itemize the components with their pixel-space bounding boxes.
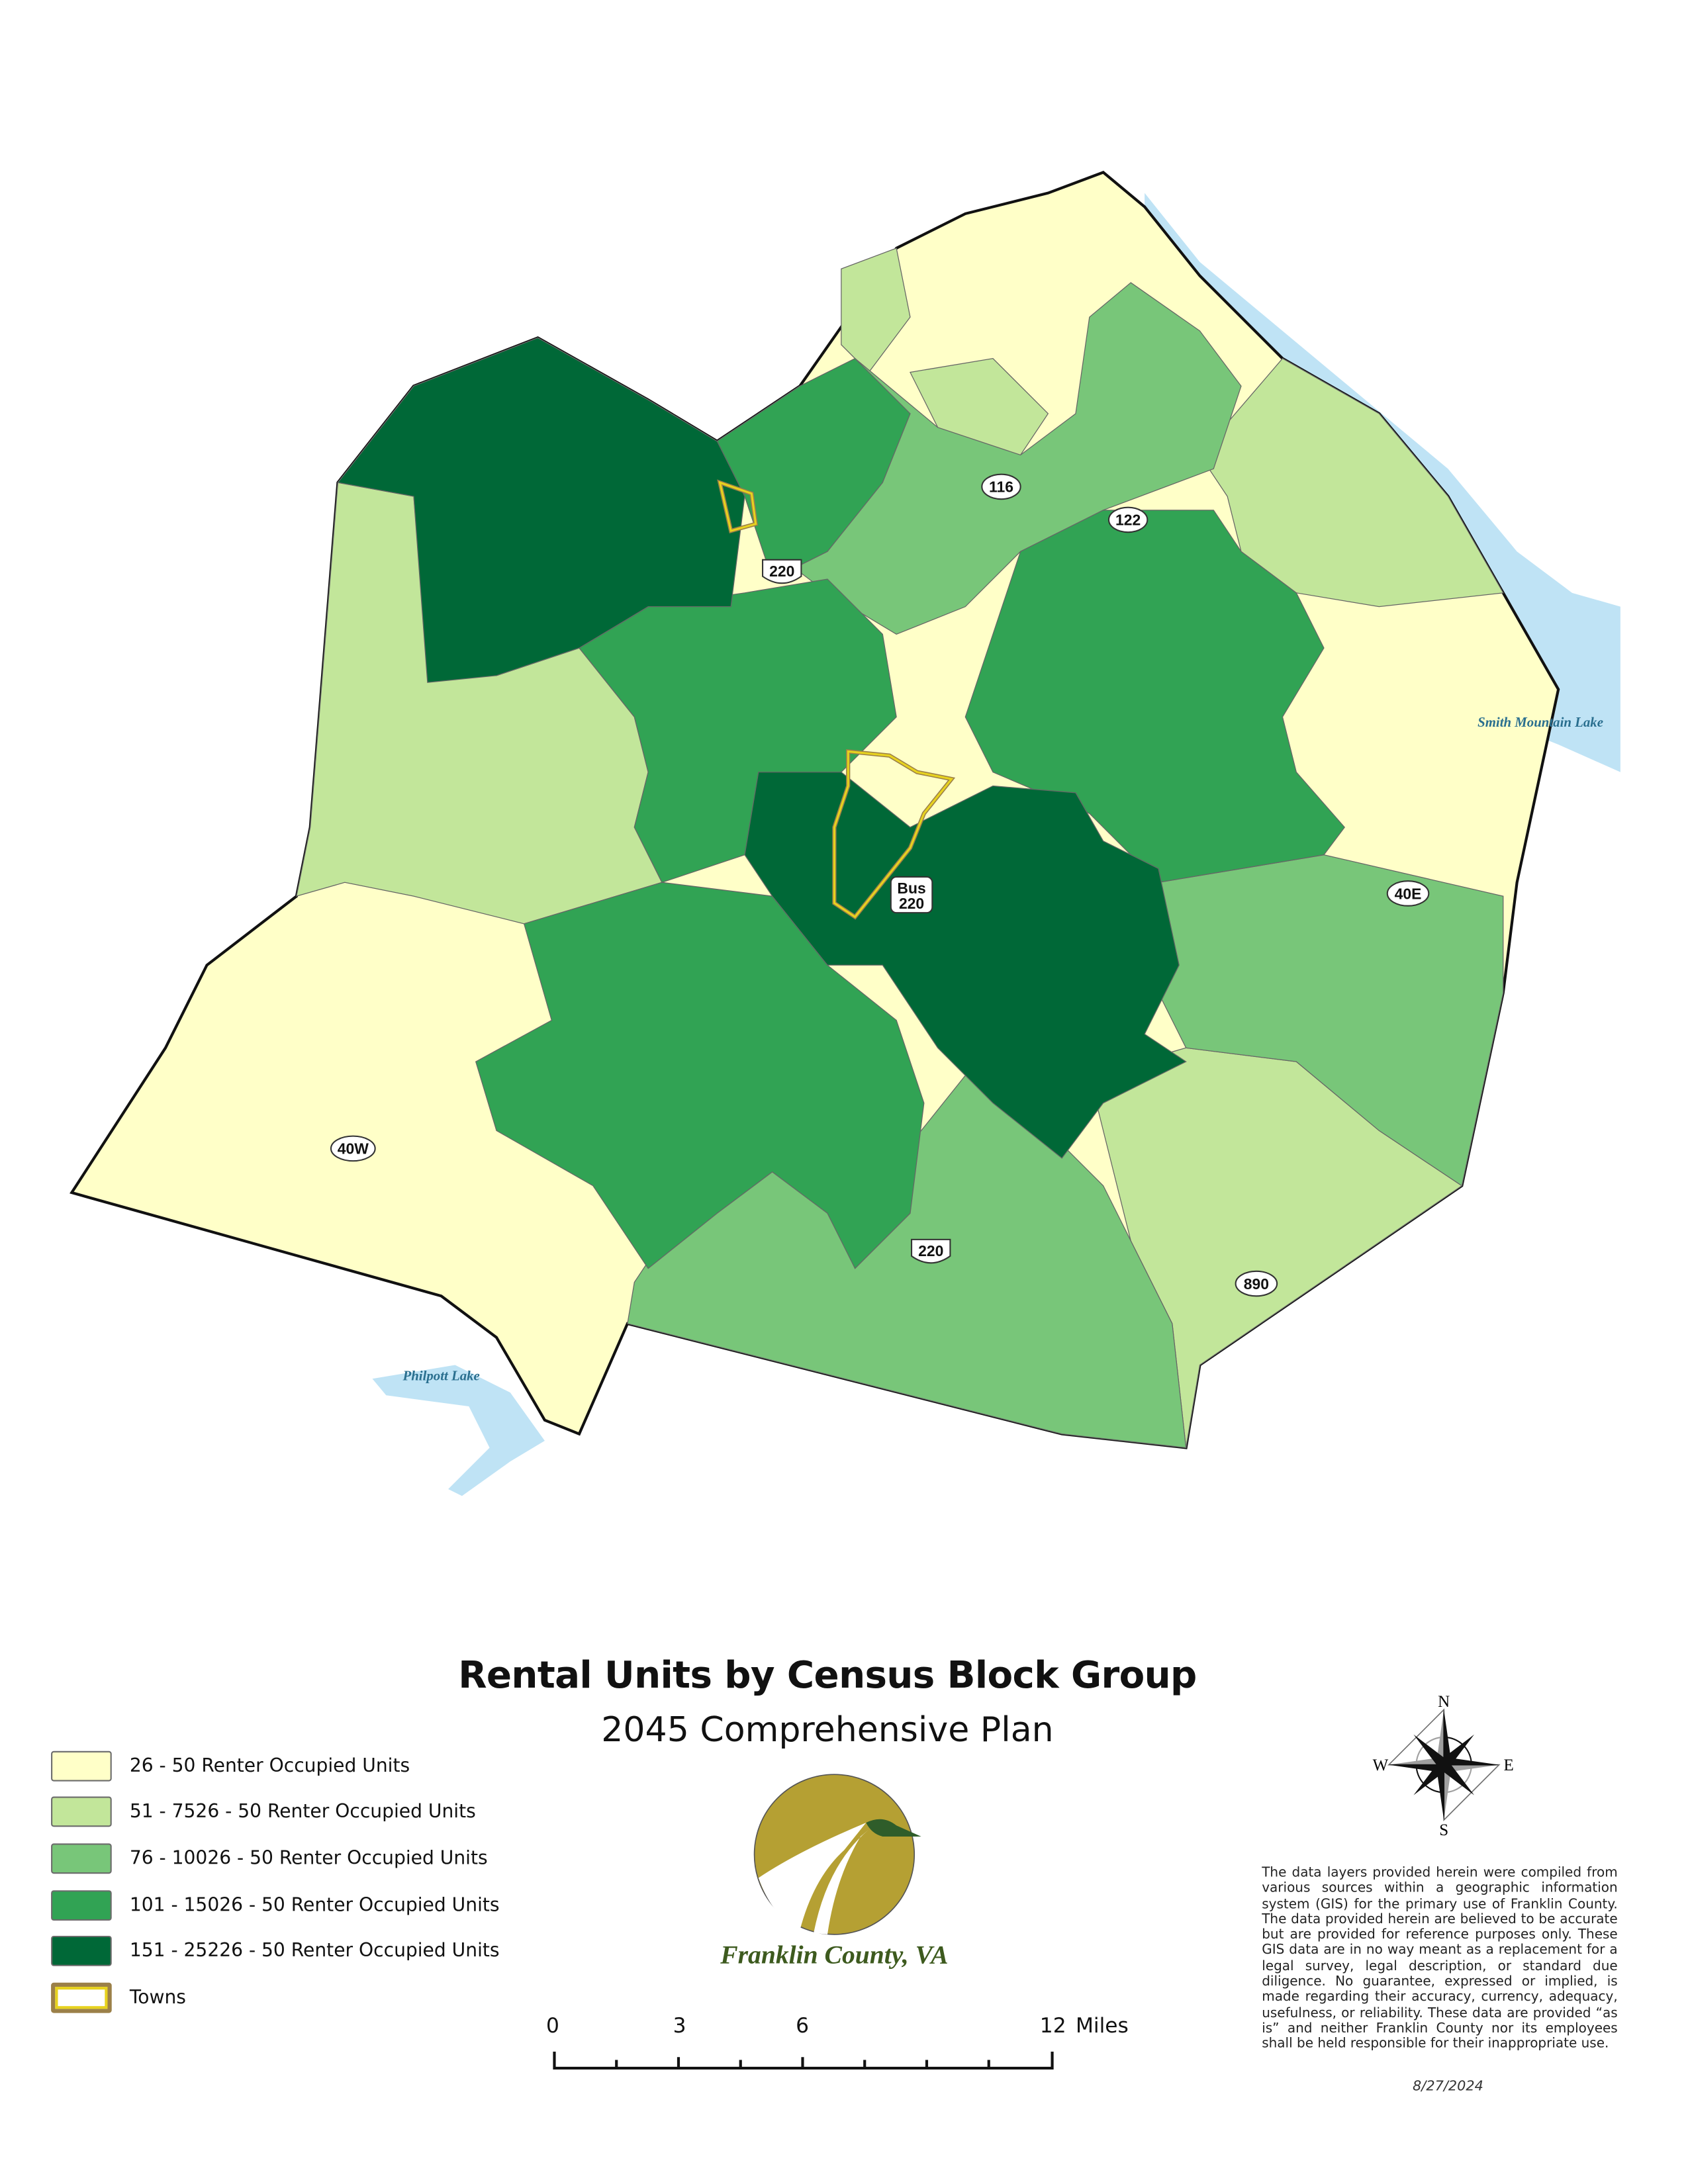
- block-group: [841, 248, 911, 373]
- route-shield-890: 890: [1235, 1270, 1278, 1297]
- legend-label: Towns: [129, 1986, 186, 2009]
- brand-name: Franklin County, VA: [720, 1941, 949, 1971]
- block-group: [1158, 854, 1504, 1187]
- scale-label: 0: [545, 2013, 559, 2038]
- legend-label: 26 - 50 Renter Occupied Units: [129, 1754, 410, 1777]
- scale-label: 3: [673, 2013, 686, 2038]
- compass-rose: N S E W: [1372, 1693, 1516, 1839]
- legend-swatch: [51, 1751, 112, 1782]
- route-shield-40e: 40E: [1386, 880, 1430, 907]
- legend-swatch: [51, 1843, 112, 1874]
- scale-bar: 0 3 6 12 Miles: [538, 2013, 1158, 2082]
- svg-text:N: N: [1438, 1693, 1450, 1711]
- legend-item: 151 - 25226 - 50 Renter Occupied Units: [51, 1928, 500, 1974]
- lake-label-philpott: Philpott Lake: [402, 1367, 480, 1383]
- svg-text:E: E: [1503, 1756, 1513, 1774]
- compass-icon: N S E W: [1373, 1693, 1514, 1839]
- legend-swatch: [51, 1936, 112, 1967]
- svg-text:220: 220: [918, 1242, 943, 1259]
- town-boundary: [833, 750, 954, 919]
- legend-item: 101 - 15026 - 50 Renter Occupied Units: [51, 1882, 500, 1928]
- svg-text:W: W: [1373, 1756, 1389, 1774]
- scale-label: 12: [1039, 2013, 1066, 2038]
- legend-item: 51 - 7526 - 50 Renter Occupied Units: [51, 1789, 499, 1835]
- legend-label: 101 - 15026 - 50 Renter Occupied Units: [129, 1893, 500, 1916]
- svg-text:122: 122: [1115, 512, 1141, 529]
- philpott-lake: [372, 1365, 545, 1496]
- route-shield-220-south: 220: [911, 1238, 951, 1264]
- legend-item: Towns: [51, 1974, 499, 2021]
- map-date: 8/27/2024: [1413, 2079, 1483, 2095]
- town-boundary: [718, 480, 757, 533]
- svg-text:220: 220: [769, 563, 794, 580]
- svg-text:S: S: [1439, 1821, 1448, 1837]
- svg-text:116: 116: [989, 478, 1013, 496]
- legend-label: 76 - 10026 - 50 Renter Occupied Units: [129, 1847, 488, 1870]
- legend: 26 - 50 Renter Occupied Units 51 - 7526 …: [51, 1743, 500, 2021]
- scale-label: 6: [796, 2013, 809, 2038]
- legend-swatch: [51, 1889, 112, 1921]
- route-shield-122: 122: [1107, 506, 1149, 533]
- legend-label: 51 - 7526 - 50 Renter Occupied Units: [129, 1801, 476, 1823]
- svg-text:40W: 40W: [338, 1140, 369, 1158]
- route-shield-116: 116: [981, 473, 1021, 500]
- route-shield-220: 220: [762, 559, 802, 584]
- route-shield-40w: 40W: [330, 1135, 376, 1162]
- franklin-county-logo: [753, 1774, 921, 1935]
- block-group: [1199, 357, 1504, 608]
- scale-ruler: [553, 2051, 1054, 2070]
- svg-text:890: 890: [1244, 1275, 1269, 1293]
- disclaimer-text: The data layers provided herein were com…: [1262, 1865, 1618, 2052]
- svg-text:40E: 40E: [1395, 885, 1422, 902]
- block-group: [744, 772, 1187, 1159]
- scale-unit: Miles: [1075, 2013, 1129, 2038]
- svg-text:220: 220: [899, 895, 924, 912]
- map-subtitle: 2045 Comprehensive Plan: [601, 1709, 1054, 1750]
- legend-label: 151 - 25226 - 50 Renter Occupied Units: [129, 1940, 500, 1962]
- legend-item: 76 - 10026 - 50 Renter Occupied Units: [51, 1835, 499, 1882]
- lake-label-smith-mountain: Smith Mountain Lake: [1477, 714, 1603, 730]
- legend-item: 26 - 50 Renter Occupied Units: [51, 1743, 499, 1789]
- legend-swatch-towns: [51, 1982, 112, 2013]
- block-group: [771, 282, 1242, 635]
- block-group: [964, 510, 1346, 883]
- svg-text:Bus: Bus: [897, 880, 925, 897]
- block-group: [337, 337, 745, 683]
- map-title: Rental Units by Census Block Group: [458, 1654, 1197, 1698]
- legend-swatch: [51, 1797, 112, 1828]
